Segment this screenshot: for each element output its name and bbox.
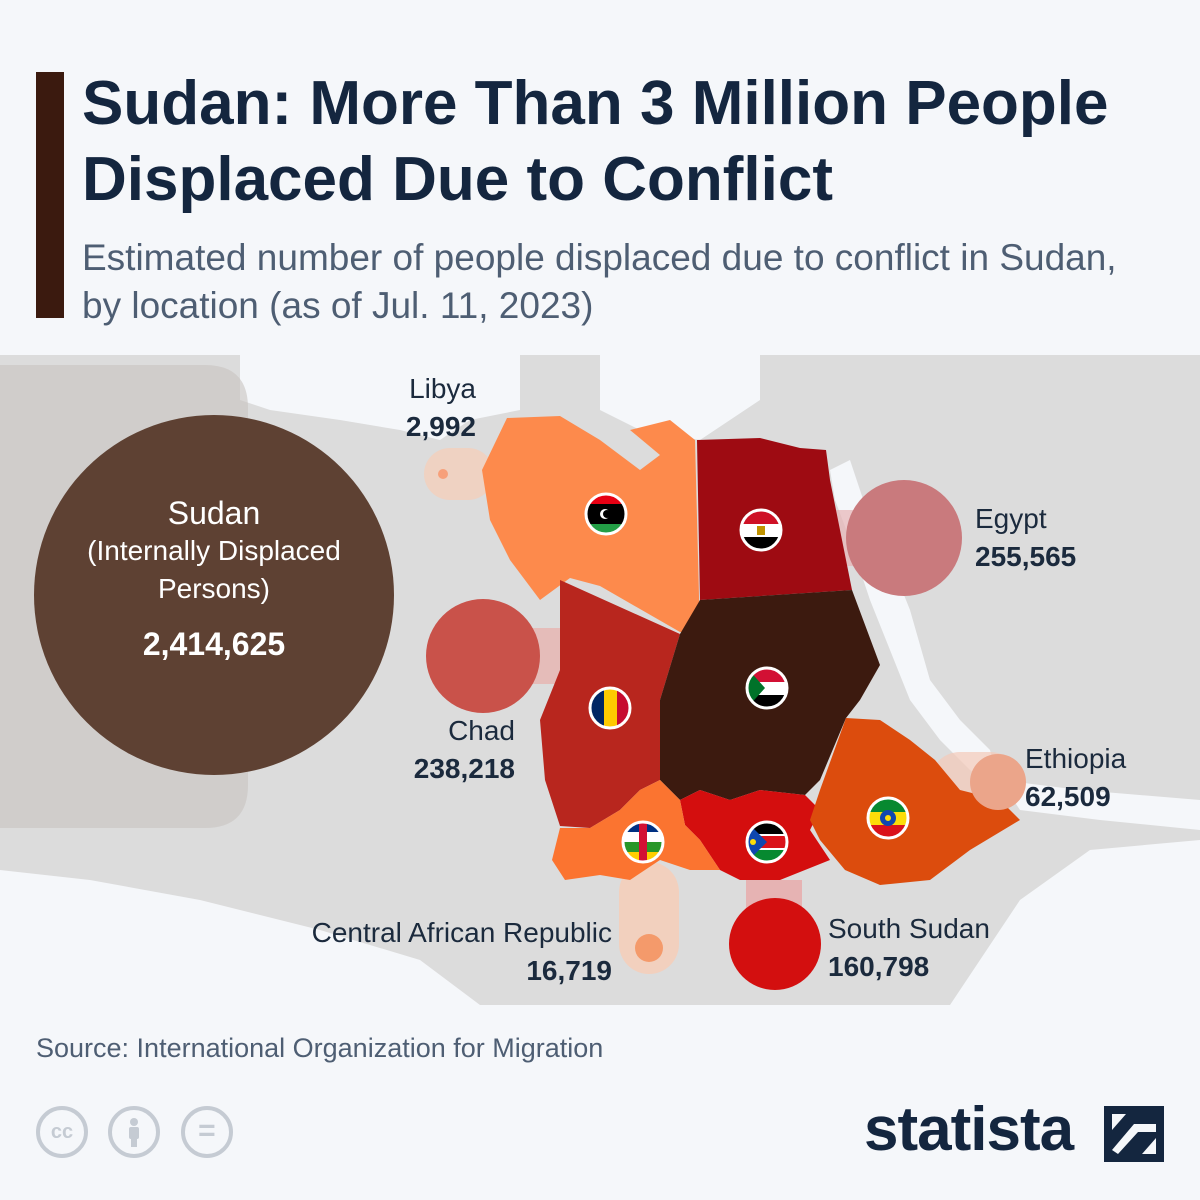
sudan-name: Sudan — [167, 495, 261, 531]
chad-name: Chad — [448, 715, 515, 746]
libya-label: Libya 2,992 — [360, 370, 476, 446]
car-flag-icon — [621, 820, 665, 864]
south-sudan-value: 160,798 — [828, 951, 930, 982]
accent-bar — [36, 72, 64, 318]
source-note: Source: International Organization for M… — [36, 1033, 604, 1063]
ethiopia-flag-icon — [866, 796, 910, 840]
map — [0, 355, 1200, 1005]
chad-label: Chad 238,218 — [380, 712, 515, 788]
page-title: Sudan: More Than 3 Million People Displa… — [82, 69, 1109, 214]
car-bubble — [635, 934, 663, 962]
egypt-label: Egypt 255,565 — [975, 500, 1076, 576]
chad-bubble — [426, 599, 540, 713]
libya-flag-icon — [584, 492, 628, 536]
south-sudan-flag-icon — [745, 820, 789, 864]
chad-value: 238,218 — [413, 753, 515, 784]
brand-logo-text[interactable]: statista — [864, 1095, 1074, 1164]
license-icons: cc = — [36, 1106, 249, 1158]
sudan-bubble — [34, 415, 394, 775]
nd-icon[interactable]: = — [180, 1106, 233, 1158]
by-icon[interactable] — [108, 1106, 161, 1158]
south-sudan-bubble — [729, 898, 821, 990]
egypt-name: Egypt — [975, 503, 1047, 534]
atlantic-gulf — [0, 870, 480, 1005]
egypt-bubble — [846, 480, 962, 596]
egypt-value: 255,565 — [975, 541, 1077, 572]
indian-ocean — [950, 840, 1200, 1005]
egypt-flag-icon — [739, 508, 783, 552]
south-sudan-name: South Sudan — [828, 913, 990, 944]
ethiopia-shape — [810, 718, 1020, 885]
sudan-label: Sudan (Internally Displaced Persons) 2,4… — [36, 494, 392, 664]
libya-name: Libya — [409, 373, 476, 404]
libya-value: 2,992 — [405, 411, 476, 442]
south-sudan-label: South Sudan 160,798 — [828, 910, 990, 986]
ethiopia-name: Ethiopia — [1025, 743, 1127, 774]
gulf-of-aden — [1000, 780, 1200, 830]
mediterranean-sea — [240, 355, 520, 440]
car-label: Central African Republic 16,719 — [250, 914, 612, 990]
cc-icon[interactable]: cc — [36, 1106, 88, 1158]
ethiopia-label: Ethiopia 62,509 — [1025, 740, 1126, 816]
chad-flag-icon — [588, 686, 632, 730]
ethiopia-value: 62,509 — [1025, 781, 1111, 812]
car-value: 16,719 — [526, 955, 612, 986]
mediterranean-sea-east — [600, 355, 760, 440]
car-name: Central African Republic — [311, 917, 612, 948]
libya-bubble — [438, 469, 448, 479]
sudan-subname: (Internally Displaced Persons) — [87, 535, 341, 604]
statista-logo-icon[interactable] — [1104, 1106, 1164, 1162]
sudan-value: 2,414,625 — [142, 626, 286, 662]
car-connector — [619, 862, 679, 974]
page-subtitle: Estimated number of people displaced due… — [82, 237, 1117, 326]
ethiopia-bubble — [970, 754, 1026, 810]
sudan-flag-icon — [745, 666, 789, 710]
libya-connector — [424, 448, 494, 500]
